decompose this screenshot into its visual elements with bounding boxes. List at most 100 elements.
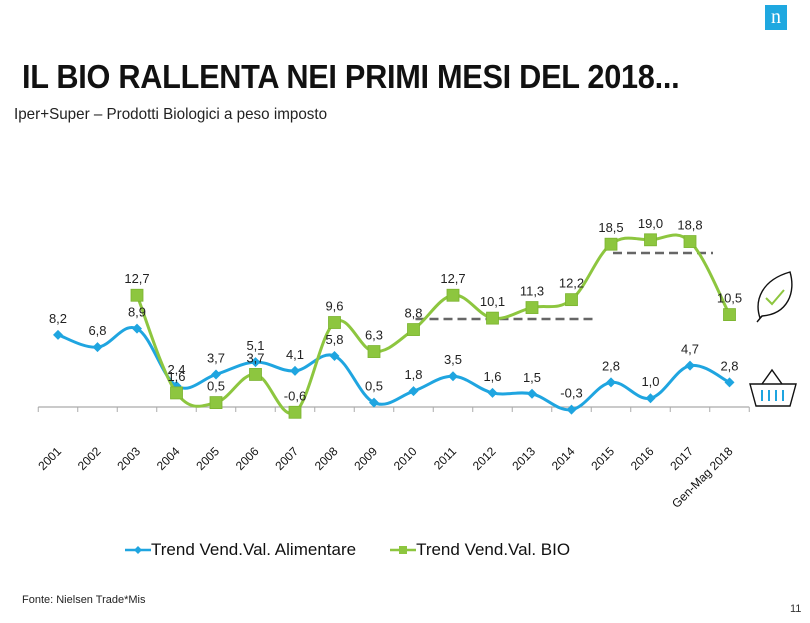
nielsen-logo: n [765,5,787,30]
page-title: IL BIO RALLENTA NEI PRIMI MESI DEL 2018.… [22,58,680,95]
data-point [250,357,261,368]
x-tick-label: 2009 [351,444,380,473]
series-line-alimentare [57,325,731,412]
legend-marker-alimentare [125,546,151,554]
shopping-basket-icon [749,368,797,407]
legend-item-alimentare: Trend Vend.Val. Alimentare [125,540,356,560]
data-point [328,316,341,329]
data-point [170,386,183,400]
data-point [487,387,498,398]
series-line-bio [135,233,731,416]
data-labels: 8,26,88,92,43,75,14,15,80,51,83,51,6 1,5-… [49,216,742,403]
source-note: Fonte: Nielsen Trade*Mis [22,594,146,606]
data-point [209,396,223,410]
data-point [644,233,657,247]
data-point [92,342,103,353]
data-point [288,405,302,419]
x-tick-labels: 2001 2002 2003 2004 2005 2006 2007 2008 2009 2010… [35,444,736,511]
data-point [566,404,577,415]
page-number: 11 [790,603,802,615]
x-tick-label: 2008 [312,444,341,473]
x-tick-label: 2016 [628,444,657,473]
data-label: 5,1 [246,338,264,353]
data-point [249,368,262,381]
data-label: 2,8 [720,358,738,373]
legend-marker-bio [390,546,417,554]
data-label: 2,8 [602,358,620,373]
data-label: 8,9 [128,305,146,320]
data-point [683,235,697,248]
data-label: 12,7 [440,271,465,286]
page-subtitle: Iper+Super – Prodotti Biologici a peso i… [14,106,328,123]
data-point [369,397,379,408]
data-label: 4,7 [681,342,699,357]
data-label: 3,7 [207,350,225,365]
x-tick-label: 2003 [114,444,143,473]
data-label: 4,1 [286,347,304,362]
x-tick-label: 2013 [509,444,538,473]
x-tick-label: 2006 [233,444,262,473]
data-label: 10,5 [717,291,742,306]
data-point [685,360,695,371]
data-label: 9,6 [325,299,343,314]
x-axis [37,406,750,412]
x-tick-label: 2007 [272,444,301,473]
data-label: 3,7 [246,350,264,365]
data-label: -0,6 [284,388,306,403]
data-label: 18,8 [677,218,702,233]
x-tick-label: 2012 [470,444,499,473]
data-point [408,386,419,397]
data-point [525,301,539,314]
data-label: 0,5 [365,379,383,394]
data-point [724,377,735,388]
data-label: 10,1 [480,294,505,309]
chart-legend: Trend Vend.Val. Alimentare Trend Vend.Va… [125,540,570,560]
series-lines [53,233,736,419]
data-point [527,388,537,399]
data-point [211,369,221,380]
data-label: 1,8 [404,367,422,382]
data-point [329,350,340,361]
data-label: 12,2 [559,276,584,291]
leaf-check-icon [756,271,793,323]
data-label: 8,2 [49,311,67,326]
data-label: 0,5 [207,379,225,394]
x-tick-label: 2005 [193,444,222,473]
legend-label-alimentare: Trend Vend.Val. Alimentare [151,540,357,559]
data-label: 11,3 [520,284,544,299]
data-label: -0,3 [560,386,582,401]
data-point [645,393,656,404]
x-tick-label: 2002 [75,444,104,473]
data-point [407,323,420,336]
legend-label-bio: Trend Vend.Val. BIO [416,540,571,559]
x-tick-label: 2004 [154,444,183,473]
data-label: 6,3 [365,328,383,343]
data-point [130,288,144,302]
data-label: 1,0 [641,374,659,389]
data-label: 1,6 [167,369,185,384]
data-label: 2,4 [167,362,185,377]
data-point [448,371,458,382]
data-label: 5,8 [325,332,343,347]
data-label: 3,5 [444,352,462,367]
x-tick-label: 2011 [431,444,459,472]
data-label: 6,8 [88,323,106,338]
data-point [290,365,300,376]
x-tick-label: 2017 [667,444,696,473]
data-label: 1,6 [483,369,501,384]
data-label: 8,8 [404,306,422,321]
data-point [132,323,142,334]
legend-item-bio: Trend Vend.Val. BIO [390,540,570,560]
data-point [723,308,736,322]
data-label: 19,0 [638,216,663,231]
data-point [565,293,578,307]
data-point [367,345,381,358]
x-tick-label: 2015 [588,444,617,473]
data-label: 18,5 [598,220,623,235]
x-tick-label: 2001 [35,444,64,473]
data-point [446,288,460,302]
data-point [606,377,616,388]
x-tick-label: 2010 [391,444,420,473]
data-label: 1,5 [523,370,541,385]
